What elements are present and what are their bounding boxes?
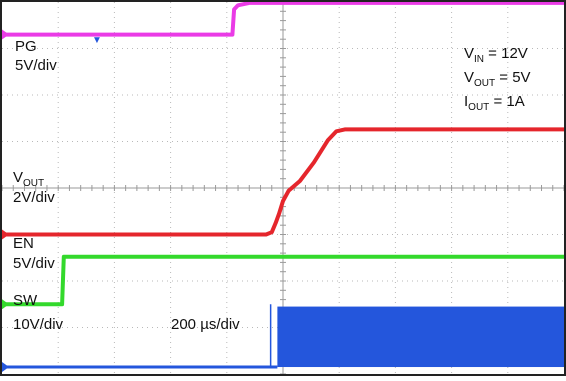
condition-vin: VIN = 12V — [464, 45, 528, 65]
pg-ground-marker — [2, 29, 9, 40]
en-trace — [0, 254, 566, 307]
vout-trace — [0, 127, 566, 237]
vout-label: VOUT — [13, 169, 44, 189]
pg-trace — [0, 0, 566, 37]
pg-series — [0, 0, 566, 40]
sw-scale: 10V/div — [13, 316, 64, 333]
en-scale: 5V/div — [13, 255, 55, 272]
timebase-label: 200 µs/div — [171, 316, 240, 333]
pg-scale: 5V/div — [15, 57, 57, 74]
vout-label-sub: OUT — [23, 178, 44, 189]
vout-ground-marker — [2, 229, 9, 240]
en-ground-marker — [2, 299, 9, 310]
vout-scale: 2V/div — [13, 189, 55, 206]
en-series — [0, 254, 566, 310]
en-label: EN — [13, 235, 34, 252]
condition-iout: IOUT = 1A — [464, 93, 525, 113]
sw-label: SW — [13, 292, 38, 309]
vout-label-main: V — [13, 169, 23, 186]
condition-vout: VOUT = 5V — [464, 69, 531, 89]
sw-trace-switching — [277, 306, 564, 368]
vout-series — [0, 127, 566, 240]
sw-ground-marker — [2, 362, 9, 373]
trigger-marker-icon: ▼ — [92, 35, 102, 46]
sw-series — [2, 304, 564, 373]
pg-label: PG — [15, 38, 37, 55]
